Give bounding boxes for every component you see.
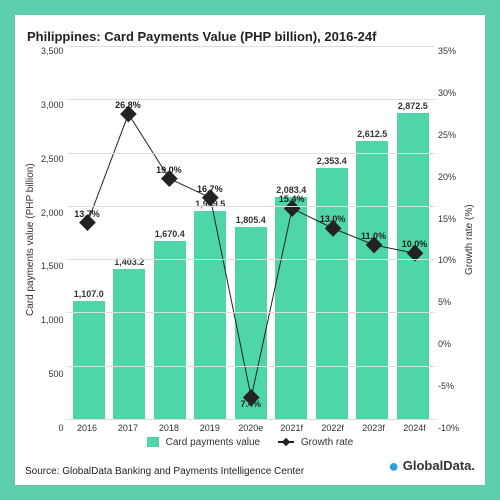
legend-item-line: Growth rate	[278, 437, 353, 448]
source-text: Source: GlobalData Banking and Payments …	[25, 466, 304, 477]
bar-value-label: 2,353.4	[317, 156, 347, 166]
footer: Source: GlobalData Banking and Payments …	[23, 452, 477, 477]
y2-tick: 0%	[438, 339, 459, 349]
y1-tick: 2,500	[41, 154, 64, 164]
bar-value-label: 1,670.4	[155, 229, 185, 239]
brand-logo: ● GlobalData.	[388, 456, 475, 477]
bar	[154, 241, 186, 419]
bar-value-label: 2,612.5	[357, 129, 387, 139]
plot-area: 1,107.01,403.21,670.41,949.51,805.42,083…	[67, 46, 435, 420]
y1-tick: 1,000	[41, 315, 64, 325]
growth-value-label: 13.0%	[320, 214, 346, 224]
growth-value-label: 10.0%	[402, 239, 428, 249]
y2-tick: 20%	[438, 172, 459, 182]
grid-line	[67, 259, 435, 260]
y1-tick: 2,000	[41, 208, 64, 218]
bar-value-label: 2,872.5	[398, 101, 428, 111]
bar-slot: 2,353.4	[312, 46, 353, 419]
x-tick: 2024f	[394, 423, 435, 433]
bar-slot: 1,107.0	[69, 46, 110, 419]
growth-value-label: 15.4%	[279, 194, 305, 204]
y1-tick: 0	[41, 423, 64, 433]
x-tick: 2021f	[271, 423, 312, 433]
x-tick: 2016	[67, 423, 108, 433]
y1-tick: 3,000	[41, 100, 64, 110]
x-tick: 2018	[148, 423, 189, 433]
legend-swatch-bar	[147, 437, 159, 447]
grid-line	[67, 312, 435, 313]
plot-wrap: Card payments value (PHP billion) 3,5003…	[23, 46, 477, 433]
growth-value-label: 26.8%	[115, 100, 141, 110]
y2-axis-label: Growth rate (%)	[462, 46, 477, 433]
bar-value-label: 1,107.0	[74, 289, 104, 299]
bar	[356, 141, 388, 419]
bar-slot: 2,083.4	[271, 46, 312, 419]
x-tick: 2022f	[312, 423, 353, 433]
legend: Card payments value Growth rate	[23, 433, 477, 452]
grid-line	[67, 153, 435, 154]
x-tick: 2023f	[353, 423, 394, 433]
bar-value-label: 1,949.5	[195, 199, 225, 209]
y1-tick: 1,500	[41, 261, 64, 271]
y2-tick: 35%	[438, 46, 459, 56]
chart-title: Philippines: Card Payments Value (PHP bi…	[23, 23, 477, 46]
y1-tick: 3,500	[41, 46, 64, 56]
grid-line	[67, 46, 435, 47]
y1-axis-ticks: 3,500 3,000 2,500 2,000 1,500 1,000 500 0	[38, 46, 67, 433]
y2-tick: 15%	[438, 214, 459, 224]
bar	[194, 211, 226, 419]
growth-value-label: 19.0%	[156, 165, 182, 175]
bar-slot: 1,670.4	[150, 46, 191, 419]
growth-value-label: 13.7%	[74, 209, 100, 219]
bar	[397, 113, 429, 419]
legend-line-icon	[278, 441, 294, 443]
bar-slot: 1,805.4	[231, 46, 272, 419]
bar	[73, 301, 105, 419]
bar-value-label: 1,805.4	[236, 215, 266, 225]
brand-text: GlobalData.	[403, 458, 475, 473]
x-tick: 2019	[189, 423, 230, 433]
bar	[275, 197, 307, 419]
bar-slot: 1,949.5	[190, 46, 231, 419]
bar-slot: 2,872.5	[393, 46, 434, 419]
y1-tick: 500	[41, 369, 64, 379]
grid-line	[67, 206, 435, 207]
bar	[235, 227, 267, 419]
y2-tick: -10%	[438, 423, 459, 433]
y2-axis-ticks: 35% 30% 25% 20% 15% 10% 5% 0% -5% -10%	[435, 46, 462, 433]
y2-tick: -5%	[438, 381, 459, 391]
y2-tick: 30%	[438, 88, 459, 98]
bar	[113, 269, 145, 419]
y2-tick: 5%	[438, 297, 459, 307]
outer-frame: Philippines: Card Payments Value (PHP bi…	[12, 12, 488, 488]
legend-item-bars: Card payments value	[147, 437, 260, 448]
grid-line	[67, 419, 435, 420]
y1-axis-label: Card payments value (PHP billion)	[23, 46, 38, 433]
x-tick: 2017	[107, 423, 148, 433]
legend-label-bar: Card payments value	[166, 437, 261, 448]
y2-tick: 10%	[438, 255, 459, 265]
chart-panel: Philippines: Card Payments Value (PHP bi…	[23, 23, 477, 452]
growth-value-label: 11.0%	[361, 231, 386, 241]
y2-tick: 25%	[438, 130, 459, 140]
legend-label-line: Growth rate	[301, 437, 353, 448]
grid-line	[67, 366, 435, 367]
x-axis: 20162017201820192020e2021f2022f2023f2024…	[67, 420, 435, 433]
growth-value-label: 7.4%	[240, 399, 261, 409]
growth-value-label: 16.7%	[197, 184, 223, 194]
x-tick: 2020e	[230, 423, 271, 433]
